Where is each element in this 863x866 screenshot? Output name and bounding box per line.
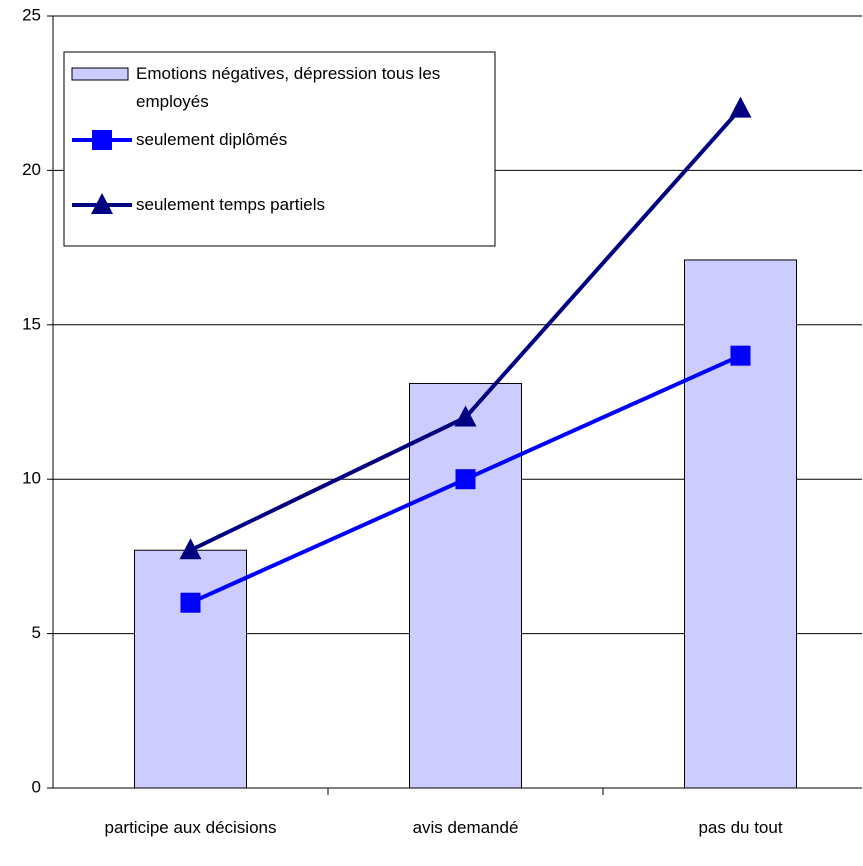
marker [179,538,202,560]
marker [730,345,751,366]
legend-marker [92,130,112,150]
x-tick-label: avis demandé [412,818,519,837]
bar [684,259,797,789]
y-tick-label: 0 [32,777,41,796]
y-tick-label: 5 [32,623,41,642]
bar [409,382,522,789]
marker [455,469,476,490]
y-tick-label: 10 [22,469,41,488]
y-tick-label: 20 [22,160,41,179]
x-tick-label: pas du tout [698,818,783,837]
x-tick-label: participe aux décisions [104,818,277,837]
legend-label: Emotions négatives, dépression tous les … [136,64,441,111]
marker [454,405,477,427]
legend-box [63,51,496,247]
legend-label: seulement diplômés [136,130,288,149]
legend-label: seulement temps partiels [136,195,325,214]
y-tick-label: 15 [22,314,41,333]
marker [729,96,752,118]
marker [180,592,201,613]
y-tick-label: 25 [22,5,41,24]
legend-swatch [71,67,129,81]
bar [134,549,247,789]
legend-marker [91,193,113,214]
